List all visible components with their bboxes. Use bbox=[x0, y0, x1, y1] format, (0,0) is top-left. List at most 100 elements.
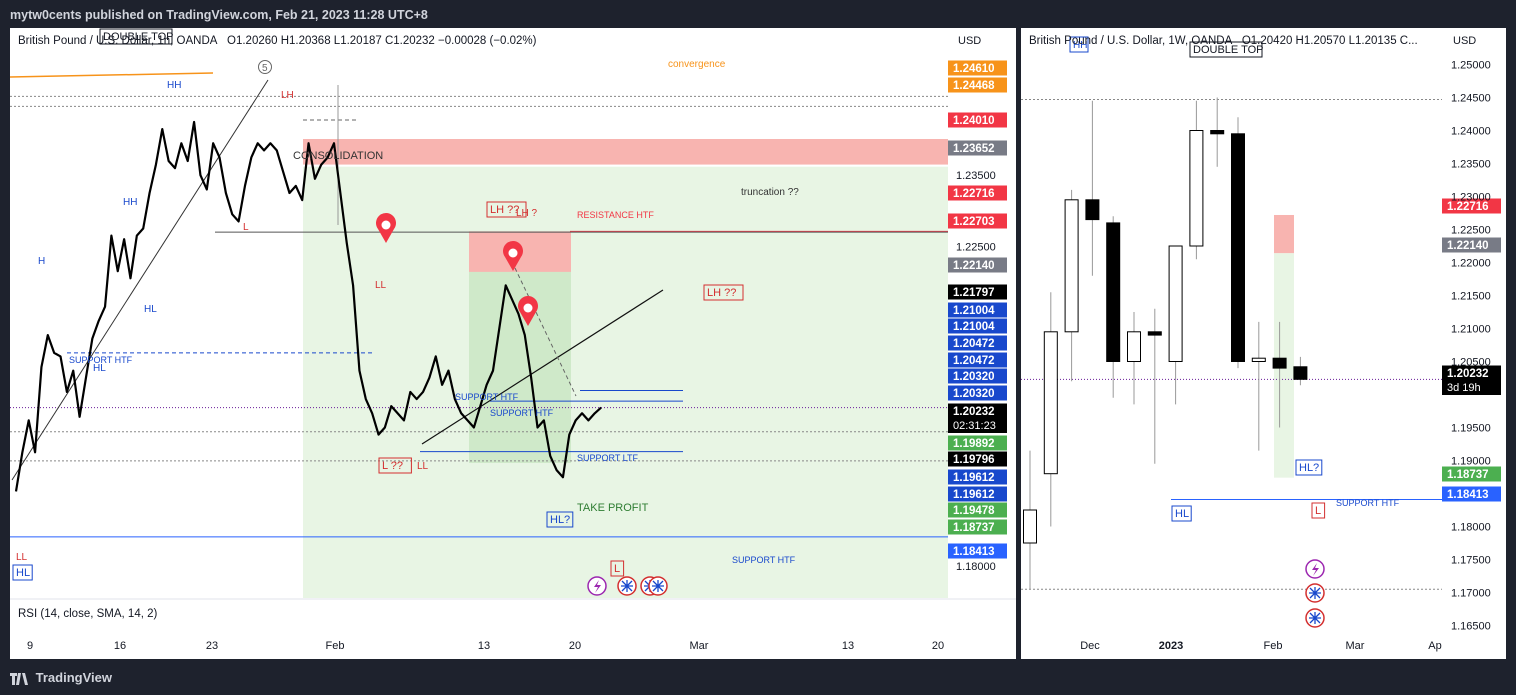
price-tag-7 bbox=[948, 284, 1007, 300]
x-tick-2: 23 bbox=[205, 640, 219, 652]
price-tag-label-12: 1.20320 bbox=[953, 371, 995, 383]
weekly-price-tag-2 bbox=[1442, 365, 1501, 381]
lh-label: LH bbox=[281, 90, 294, 101]
weekly-countdown-label: 3d 19h bbox=[1447, 382, 1481, 394]
price-tag-label-5: 1.22703 bbox=[953, 216, 995, 228]
hl-label-2: HL bbox=[93, 363, 106, 374]
l-label-1: L bbox=[243, 222, 249, 233]
convergence-label: convergence bbox=[668, 59, 726, 70]
countdown-tag bbox=[948, 418, 1007, 433]
price-tag-label-13: 1.20320 bbox=[953, 388, 995, 400]
hh-label-2: HH bbox=[123, 197, 137, 208]
footer-brand-text: TradingView bbox=[35, 670, 112, 685]
countdown-label: 02:31:23 bbox=[953, 420, 996, 432]
price-tag-18 bbox=[948, 486, 1007, 502]
hl-label-3: HL bbox=[16, 567, 30, 579]
ll-label-2: LL bbox=[417, 461, 429, 472]
price-tag-label-20: 1.18737 bbox=[953, 522, 995, 534]
price-tag-15 bbox=[948, 435, 1007, 451]
x-tick-1: 16 bbox=[113, 640, 127, 652]
weekly-y-tick-9: 1.20500 bbox=[1451, 357, 1491, 369]
price-tag-label-9: 1.21004 bbox=[953, 321, 995, 333]
price-tag-label-14: 1.20232 bbox=[953, 406, 995, 418]
right-symbol: British Pound / U.S. Dollar, 1W, OANDA bbox=[1029, 35, 1233, 47]
price-tag-label-6: 1.22140 bbox=[953, 260, 995, 272]
lh-q-label-3: LH ?? bbox=[707, 287, 736, 299]
truncation-label: truncation ?? bbox=[741, 187, 799, 198]
weekly-y-tick-15: 1.16500 bbox=[1451, 621, 1491, 633]
lh-q-label-1-box bbox=[486, 201, 527, 218]
price-tag-1 bbox=[948, 77, 1007, 93]
weekly-price-tag-0 bbox=[1442, 198, 1501, 214]
price-tag-label-7: 1.21797 bbox=[953, 287, 995, 299]
hourly-chart-pane[interactable]: 1.24610 1.24468 1.24010 1.23652 1.22716 1.227… bbox=[10, 28, 1016, 659]
price-tag-label-18: 1.19612 bbox=[953, 489, 995, 501]
weekly-price-tag-1 bbox=[1442, 237, 1501, 253]
weekly-x-tick-1: 2023 bbox=[1158, 640, 1184, 652]
flag-cross-icon-2 bbox=[652, 580, 664, 592]
weekly-y-tick-13: 1.17500 bbox=[1451, 555, 1491, 567]
weekly-double-top-label-box bbox=[1189, 41, 1263, 58]
weekly-candle-9 bbox=[1210, 130, 1225, 135]
weekly-hh-label: HH bbox=[1073, 40, 1087, 51]
support-htf-mid2-label: SUPPORT HTF bbox=[490, 408, 554, 418]
weekly-candle-0 bbox=[1023, 509, 1037, 544]
price-tag-13 bbox=[948, 385, 1007, 401]
support-htf-bottom-label: SUPPORT HTF bbox=[732, 555, 796, 565]
weekly-candle-6 bbox=[1147, 331, 1162, 336]
hourly-chart-canvas[interactable]: 1.24610 1.24468 1.24010 1.23652 1.22716 1.227… bbox=[10, 28, 1016, 659]
hl-label-1: HL bbox=[144, 304, 157, 315]
orange-trendline bbox=[10, 72, 214, 78]
consolidation-resistance-zone bbox=[303, 139, 948, 165]
weekly-y-tick-0: 1.25000 bbox=[1451, 60, 1491, 72]
target-zone bbox=[303, 166, 948, 599]
footer-brand[interactable]: TradingView bbox=[0, 661, 1516, 695]
hh-label-1: HH bbox=[167, 80, 181, 91]
price-tag-label-1: 1.24468 bbox=[953, 80, 995, 92]
lh-q-label-1: LH ?? bbox=[490, 204, 519, 216]
weekly-countdown-tag bbox=[1442, 380, 1501, 395]
price-tag-3 bbox=[948, 140, 1007, 156]
price-tag-21 bbox=[948, 543, 1007, 559]
ll-label-1: LL bbox=[375, 280, 387, 291]
weekly-candle-3 bbox=[1085, 199, 1100, 221]
support-ltf-label: SUPPORT LTF bbox=[577, 453, 639, 463]
l-q-label: L ?? bbox=[382, 460, 403, 472]
flag-cross-icon-0 bbox=[621, 580, 633, 592]
weekly-candle-2 bbox=[1064, 199, 1079, 333]
price-tag-label-8: 1.21004 bbox=[953, 305, 995, 317]
price-tag-label-0: 1.24610 bbox=[953, 63, 995, 75]
signal-pin-dot-0 bbox=[381, 220, 391, 230]
weekly-hl-q-label: HL? bbox=[1299, 462, 1319, 474]
weekly-chart-pane[interactable]: 1.22716 1.22140 1.20232 1.18737 1.18413 3d 19… bbox=[1021, 28, 1506, 659]
signal-pin-dot-1 bbox=[508, 248, 518, 258]
weekly-candle-7 bbox=[1168, 245, 1183, 362]
weekly-resistance-zone bbox=[1274, 214, 1294, 254]
price-tag-label-16: 1.19796 bbox=[953, 454, 995, 466]
weekly-y-tick-12: 1.18000 bbox=[1451, 522, 1491, 534]
weekly-y-tick-7: 1.21500 bbox=[1451, 291, 1491, 303]
weekly-y-tick-8: 1.21000 bbox=[1451, 324, 1491, 336]
left-currency: USD bbox=[958, 35, 982, 47]
weekly-price-tag-3 bbox=[1442, 466, 1501, 482]
weekly-x-tick-0: Dec bbox=[1080, 640, 1100, 652]
wave-5-circle bbox=[258, 60, 272, 74]
right-symbol-title: British Pound / U.S. Dollar, 1W, OANDA O… bbox=[1029, 35, 1418, 47]
weekly-price-tag-label-1: 1.22140 bbox=[1447, 240, 1489, 252]
weekly-price-tag-4 bbox=[1442, 486, 1501, 502]
lh-q-label-2: LH ? bbox=[516, 208, 538, 219]
tradingview-logo-icon bbox=[10, 672, 28, 685]
rsi-indicator-label[interactable]: RSI (14, close, SMA, 14, 2) bbox=[18, 608, 158, 620]
x-tick-5: 20 bbox=[568, 640, 582, 652]
hl-label-3-box bbox=[12, 564, 33, 581]
x-tick-6: Mar bbox=[689, 640, 709, 652]
weekly-candle-13 bbox=[1293, 366, 1308, 380]
signal-pin-dot-2 bbox=[523, 303, 533, 313]
price-tag-6 bbox=[948, 257, 1007, 273]
price-tag-17 bbox=[948, 469, 1007, 485]
weekly-chart-canvas[interactable]: 1.22716 1.22140 1.20232 1.18737 1.18413 3d 19… bbox=[1021, 28, 1506, 659]
weekly-l-label: L bbox=[1315, 505, 1321, 517]
price-tag-label-15: 1.19892 bbox=[953, 438, 995, 450]
price-tag-label-10: 1.20472 bbox=[953, 338, 995, 350]
x-tick-0: 9 bbox=[26, 640, 34, 652]
